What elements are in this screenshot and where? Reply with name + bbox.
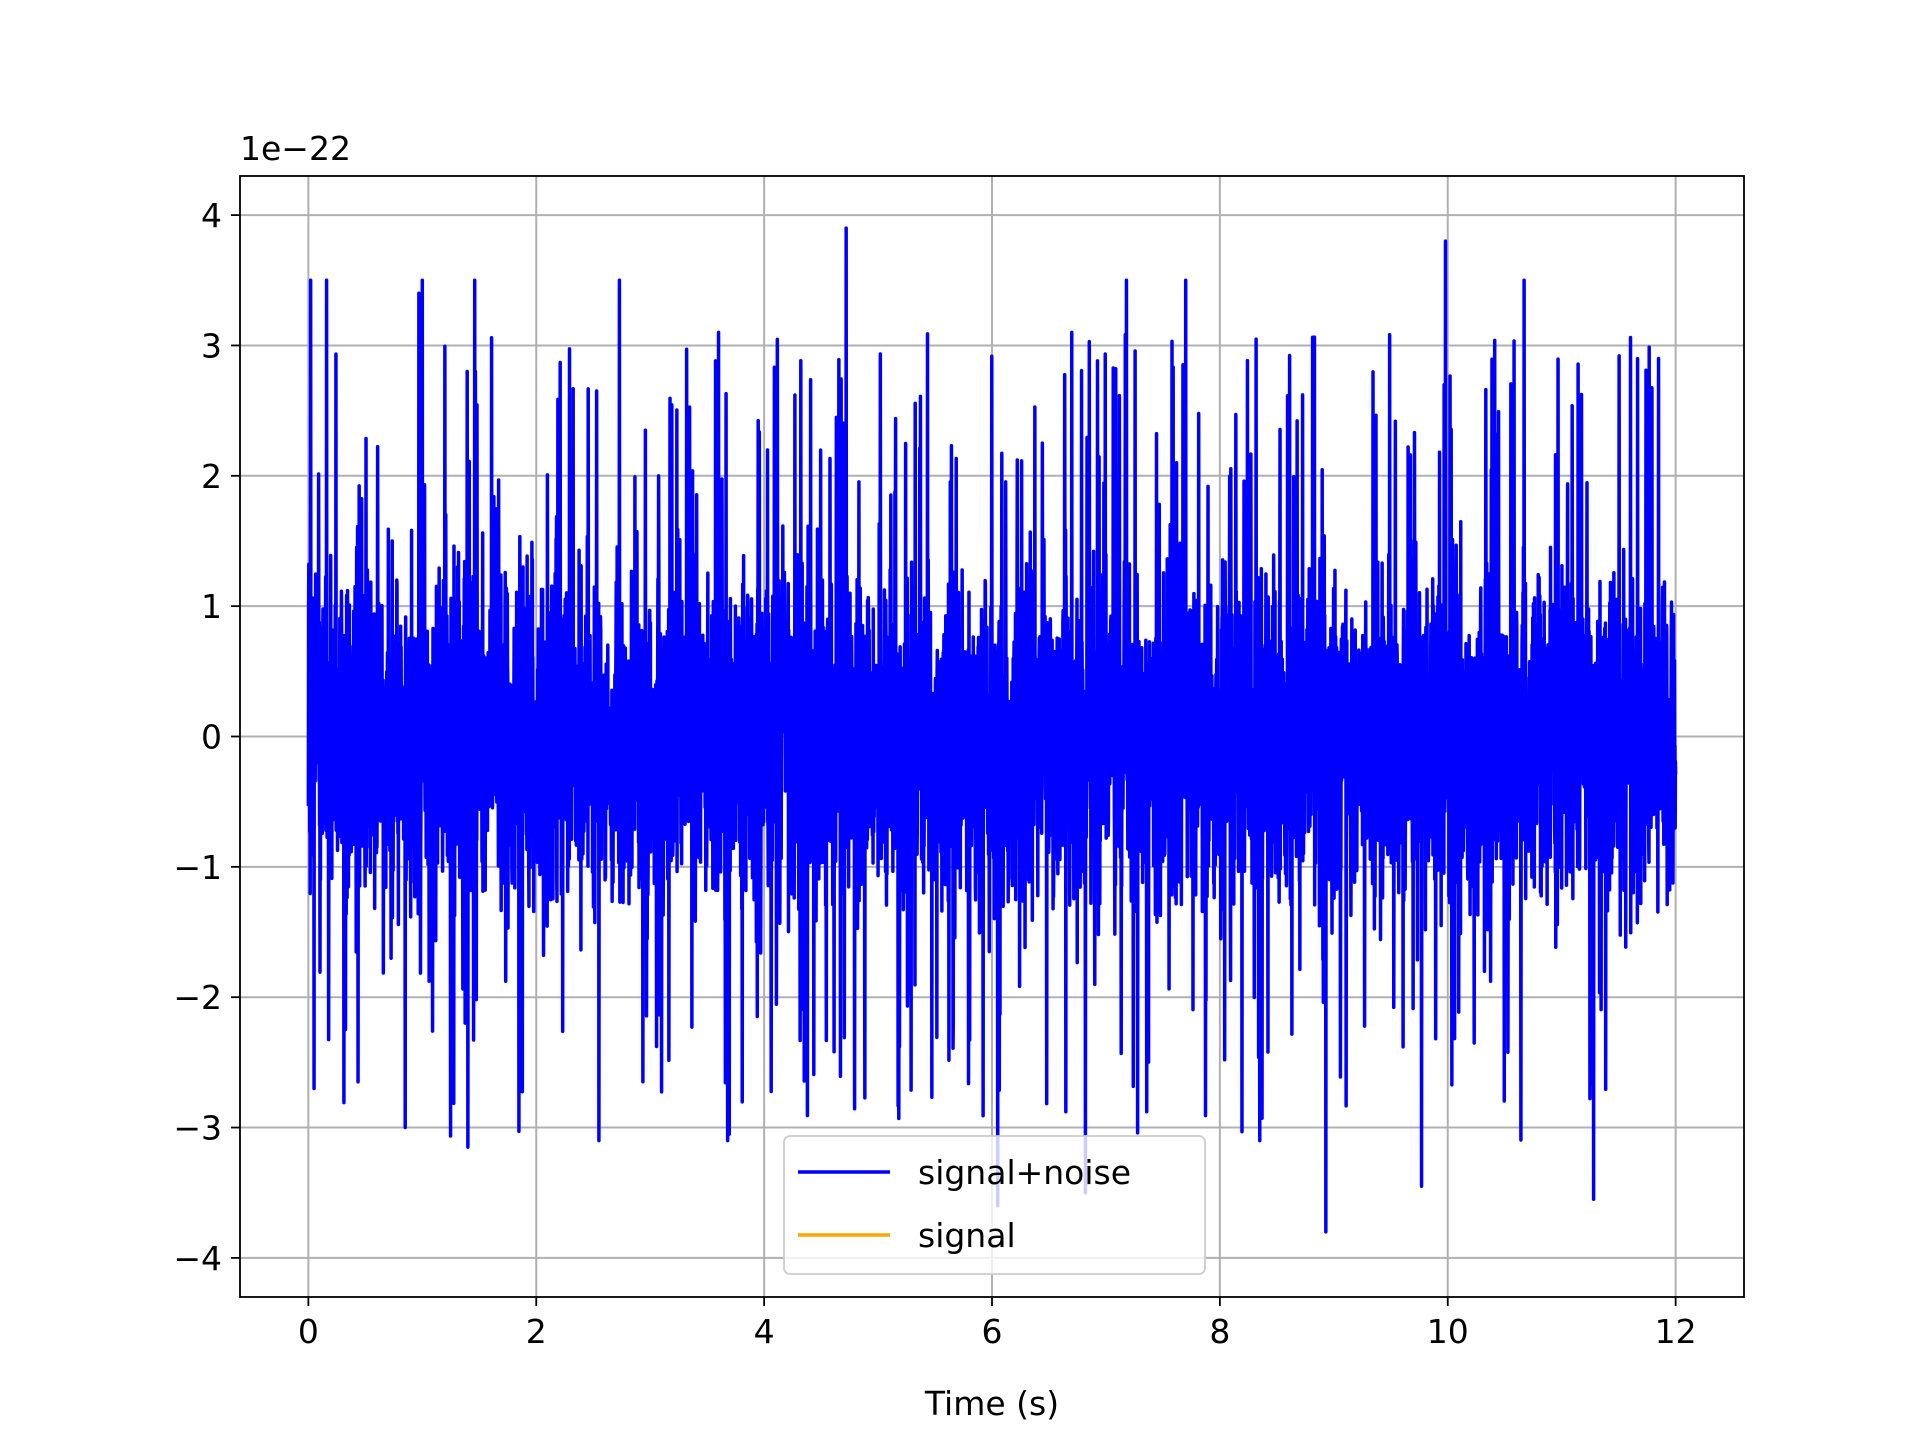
x-tick-label: 4	[754, 1312, 775, 1351]
x-tick-label: 12	[1655, 1312, 1697, 1351]
y-tick-label: −2	[173, 978, 222, 1017]
y-tick-label: −3	[173, 1109, 222, 1148]
legend-label-signal: signal	[918, 1216, 1016, 1255]
y-tick-label: 0	[201, 718, 222, 757]
legend-label-signal-noise: signal+noise	[918, 1153, 1131, 1192]
y-tick-label: 4	[201, 196, 222, 235]
y-axis-offset-text: 1e−22	[240, 129, 351, 168]
x-tick-label: 6	[982, 1312, 1003, 1351]
y-axis-ticks: −4 −3 −2 −1 0 1 2 3 4	[173, 196, 240, 1278]
legend: signal+noise signal	[783, 1135, 1206, 1275]
y-tick-label: 2	[201, 457, 222, 496]
y-tick-label: −1	[173, 848, 222, 887]
x-tick-label: 0	[298, 1312, 319, 1351]
series-signal-noise-line	[306, 226, 1678, 1234]
x-tick-label: 8	[1209, 1312, 1230, 1351]
y-tick-label: 3	[201, 326, 222, 365]
x-tick-label: 10	[1427, 1312, 1469, 1351]
x-axis-label: Time (s)	[924, 1384, 1059, 1423]
plot-series	[306, 226, 1678, 1234]
y-tick-label: 1	[201, 587, 222, 626]
x-axis-ticks: 0 2 4 6 8 10 12	[298, 1297, 1697, 1351]
x-tick-label: 2	[526, 1312, 547, 1351]
y-tick-label: −4	[173, 1239, 222, 1278]
